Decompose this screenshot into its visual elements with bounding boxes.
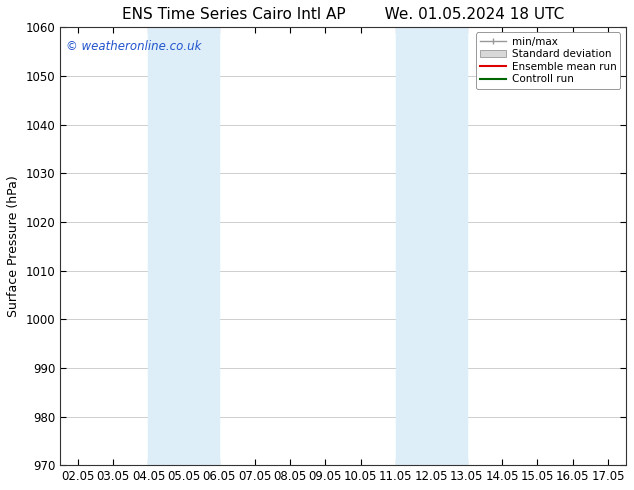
Title: ENS Time Series Cairo Intl AP        We. 01.05.2024 18 UTC: ENS Time Series Cairo Intl AP We. 01.05.…	[122, 7, 564, 22]
Text: © weatheronline.co.uk: © weatheronline.co.uk	[66, 40, 201, 53]
Y-axis label: Surface Pressure (hPa): Surface Pressure (hPa)	[7, 175, 20, 317]
Bar	[148, 27, 219, 465]
Bar	[396, 27, 467, 465]
Legend: min/max, Standard deviation, Ensemble mean run, Controll run: min/max, Standard deviation, Ensemble me…	[476, 32, 621, 89]
